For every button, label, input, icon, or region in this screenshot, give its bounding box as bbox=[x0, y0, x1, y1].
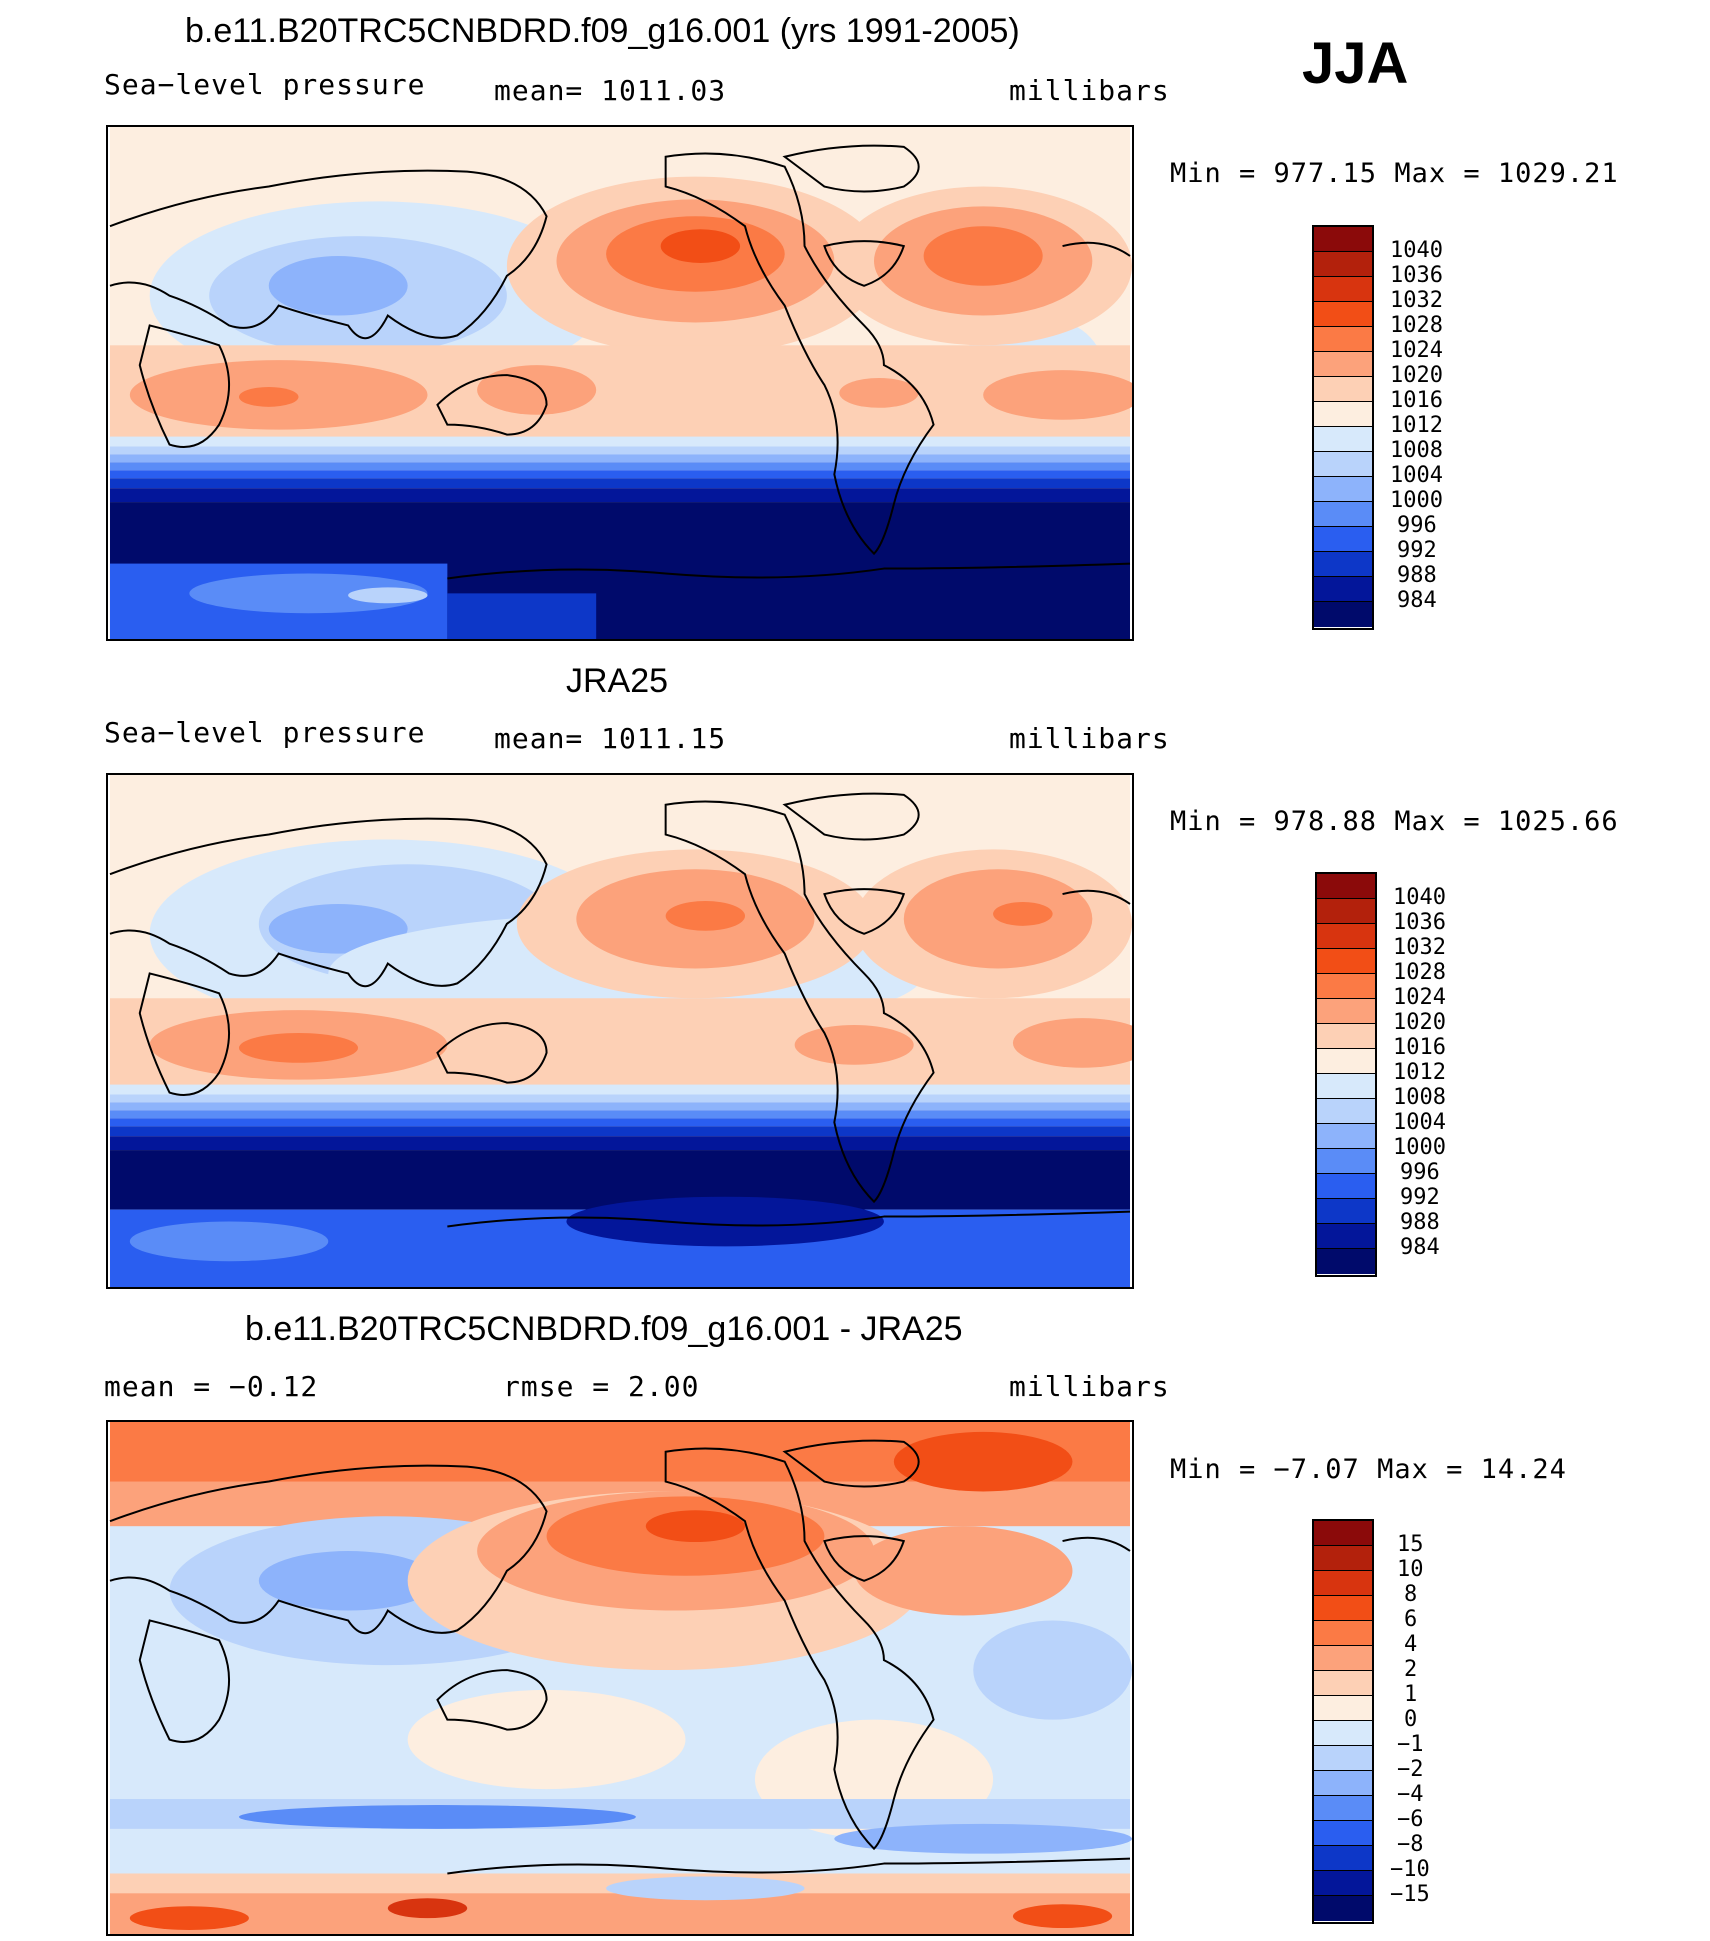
legend-tick: 988 bbox=[1397, 563, 1437, 588]
legend-tick: 1008 bbox=[1393, 1085, 1446, 1110]
mean-label: mean= 1011.03 bbox=[494, 74, 727, 107]
min-max-label: Min = 978.88 Max = 1025.66 bbox=[1170, 806, 1619, 837]
legend-tick: 1032 bbox=[1390, 288, 1443, 313]
legend-tick: 1040 bbox=[1390, 238, 1443, 263]
legend-tick: 1012 bbox=[1390, 413, 1443, 438]
legend-tick: 1008 bbox=[1390, 438, 1443, 463]
color-legend bbox=[1315, 872, 1377, 1277]
legend-tick: −8 bbox=[1397, 1832, 1424, 1857]
panel-title: b.e11.B20TRC5CNBDRD.f09_g16.001 - JRA25 bbox=[245, 1310, 963, 1348]
units-label: millibars bbox=[1009, 1370, 1170, 1403]
legend-tick: 1016 bbox=[1393, 1035, 1446, 1060]
legend-tick: 1000 bbox=[1390, 488, 1443, 513]
legend-tick: 984 bbox=[1397, 588, 1437, 613]
color-legend bbox=[1312, 1519, 1374, 1924]
slp-map-reanalysis bbox=[106, 773, 1134, 1289]
legend-tick: 1036 bbox=[1390, 263, 1443, 288]
units-label: millibars bbox=[1009, 722, 1170, 755]
legend-tick: −15 bbox=[1390, 1882, 1430, 1907]
legend-tick: 1004 bbox=[1390, 463, 1443, 488]
mean-label: mean= 1011.15 bbox=[494, 722, 727, 755]
legend-tick: 992 bbox=[1397, 538, 1437, 563]
legend-tick: 1000 bbox=[1393, 1135, 1446, 1160]
legend-tick: 984 bbox=[1400, 1235, 1440, 1260]
legend-tick: 1004 bbox=[1393, 1110, 1446, 1135]
legend-tick: −10 bbox=[1390, 1857, 1430, 1882]
legend-tick: 0 bbox=[1404, 1707, 1418, 1732]
legend-tick: 1032 bbox=[1393, 935, 1446, 960]
legend-tick: 1020 bbox=[1390, 363, 1443, 388]
slp-map-model bbox=[106, 125, 1134, 641]
variable-label: Sea−level pressure bbox=[104, 716, 426, 749]
legend-tick: 1028 bbox=[1393, 960, 1446, 985]
units-label: millibars bbox=[1009, 74, 1170, 107]
legend-tick: −6 bbox=[1397, 1807, 1424, 1832]
legend-tick: 6 bbox=[1404, 1607, 1418, 1632]
legend-tick: 1 bbox=[1404, 1682, 1418, 1707]
panel-title: JRA25 bbox=[566, 662, 669, 700]
legend-tick: 2 bbox=[1404, 1657, 1418, 1682]
legend-tick: 1016 bbox=[1390, 388, 1443, 413]
rmse-label: rmse = 2.00 bbox=[503, 1370, 700, 1403]
min-max-label: Min = 977.15 Max = 1029.21 bbox=[1170, 158, 1619, 189]
legend-tick: −2 bbox=[1397, 1757, 1424, 1782]
legend-tick: 992 bbox=[1400, 1185, 1440, 1210]
legend-tick: 996 bbox=[1400, 1160, 1440, 1185]
legend-tick: 1024 bbox=[1390, 338, 1443, 363]
legend-tick: 988 bbox=[1400, 1210, 1440, 1235]
legend-tick: −4 bbox=[1397, 1782, 1424, 1807]
legend-tick: 10 bbox=[1397, 1557, 1424, 1582]
panel-title: b.e11.B20TRC5CNBDRD.f09_g16.001 (yrs 199… bbox=[185, 12, 1020, 50]
min-max-label: Min = −7.07 Max = 14.24 bbox=[1170, 1454, 1567, 1485]
legend-tick: 4 bbox=[1404, 1632, 1418, 1657]
legend-tick: 1040 bbox=[1393, 885, 1446, 910]
legend-tick: −1 bbox=[1397, 1732, 1424, 1757]
legend-tick: 1012 bbox=[1393, 1060, 1446, 1085]
season-label: JJA bbox=[1302, 31, 1409, 96]
variable-label: Sea−level pressure bbox=[104, 68, 426, 101]
legend-tick: 1024 bbox=[1393, 985, 1446, 1010]
legend-tick: 1036 bbox=[1393, 910, 1446, 935]
mean-label: mean = −0.12 bbox=[104, 1370, 319, 1403]
legend-tick: 1028 bbox=[1390, 313, 1443, 338]
slp-difference-map bbox=[106, 1420, 1134, 1936]
color-legend bbox=[1312, 225, 1374, 630]
legend-tick: 1020 bbox=[1393, 1010, 1446, 1035]
legend-tick: 8 bbox=[1404, 1582, 1418, 1607]
legend-tick: 15 bbox=[1397, 1532, 1424, 1557]
legend-tick: 996 bbox=[1397, 513, 1437, 538]
